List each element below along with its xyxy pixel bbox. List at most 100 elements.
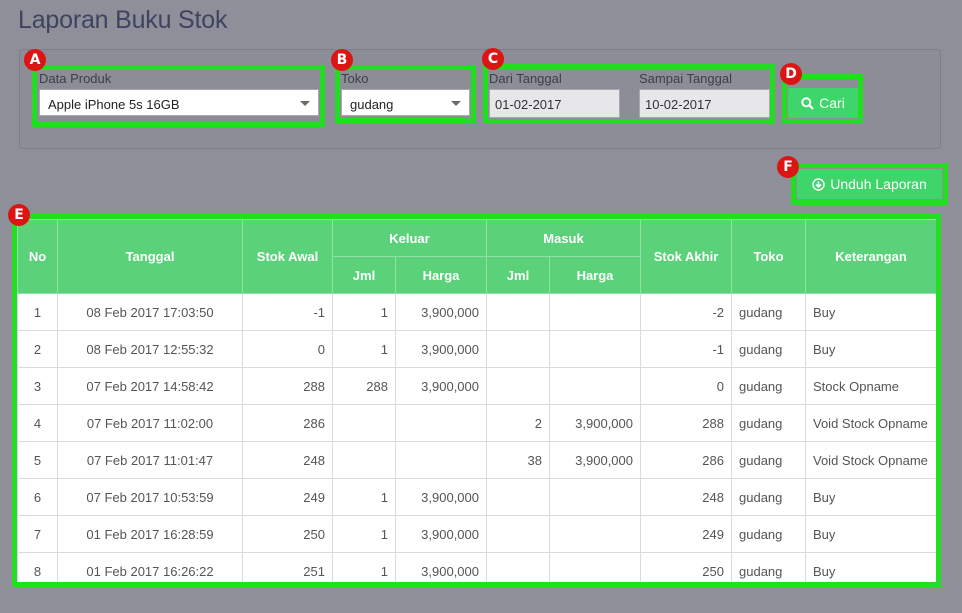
table-row: 3 07 Feb 2017 14:58:42 288 288 3,900,000 0 gud… bbox=[17, 367, 936, 405]
search-button[interactable]: Cari bbox=[788, 88, 858, 118]
header-out-price: Harga bbox=[395, 256, 487, 294]
row-store: gudang bbox=[731, 404, 806, 442]
row-in-qty bbox=[486, 293, 550, 331]
highlight-product bbox=[32, 65, 325, 127]
row-in-qty bbox=[486, 330, 550, 368]
row-date: 08 Feb 2017 12:55:32 bbox=[57, 330, 243, 368]
download-report-label: Unduh Laporan bbox=[830, 176, 927, 192]
row-out-price: 3,900,000 bbox=[395, 330, 487, 368]
row-store: gudang bbox=[731, 367, 806, 405]
row-start-stock: 250 bbox=[242, 515, 333, 553]
row-in-qty bbox=[486, 478, 550, 516]
header-no: No bbox=[17, 219, 58, 294]
row-start-stock: 288 bbox=[242, 367, 333, 405]
row-note: Buy bbox=[805, 552, 936, 582]
row-end-stock: 248 bbox=[640, 478, 732, 516]
row-no: 8 bbox=[17, 552, 58, 582]
row-start-stock: -1 bbox=[242, 293, 333, 331]
header-store: Toko bbox=[731, 219, 806, 294]
row-note: Buy bbox=[805, 293, 936, 331]
row-out-qty: 1 bbox=[332, 330, 396, 368]
table-body: 1 08 Feb 2017 17:03:50 -1 1 3,900,000 -2 gudan… bbox=[17, 293, 936, 582]
row-out-price bbox=[395, 404, 487, 442]
row-in-qty bbox=[486, 515, 550, 553]
row-no: 2 bbox=[17, 330, 58, 368]
search-icon bbox=[801, 96, 814, 110]
store-label: Toko bbox=[341, 71, 369, 86]
table-row: 5 07 Feb 2017 11:01:47 248 38 3,900,000 286 gu… bbox=[17, 441, 936, 479]
row-no: 6 bbox=[17, 478, 58, 516]
header-out: Keluar bbox=[332, 219, 487, 257]
row-no: 3 bbox=[17, 367, 58, 405]
stock-ledger-table-container: No Tanggal Stok Awal Keluar Masuk Stok A… bbox=[12, 214, 941, 587]
badge-e: E bbox=[8, 204, 30, 226]
to-date-label: Sampai Tanggal bbox=[639, 71, 732, 86]
row-note: Stock Opname bbox=[805, 367, 936, 405]
download-report-button[interactable]: Unduh Laporan bbox=[797, 169, 942, 199]
from-date-label: Dari Tanggal bbox=[489, 71, 562, 86]
row-date: 01 Feb 2017 16:28:59 bbox=[57, 515, 243, 553]
table-row: 1 08 Feb 2017 17:03:50 -1 1 3,900,000 -2 gudan… bbox=[17, 293, 936, 331]
row-no: 1 bbox=[17, 293, 58, 331]
highlight-date-range bbox=[483, 64, 775, 124]
row-in-price: 3,900,000 bbox=[549, 441, 641, 479]
header-end-stock: Stok Akhir bbox=[640, 219, 732, 294]
store-select-value: gudang bbox=[350, 97, 394, 112]
row-start-stock: 251 bbox=[242, 552, 333, 582]
row-note: Void Stock Opname bbox=[805, 441, 936, 479]
row-no: 7 bbox=[17, 515, 58, 553]
badge-f: F bbox=[777, 156, 799, 178]
row-no: 5 bbox=[17, 441, 58, 479]
badge-b: B bbox=[331, 49, 353, 71]
row-in-qty: 38 bbox=[486, 441, 550, 479]
download-icon bbox=[812, 177, 825, 191]
page-title: Laporan Buku Stok bbox=[18, 6, 228, 34]
row-note: Buy bbox=[805, 478, 936, 516]
row-note: Buy bbox=[805, 330, 936, 368]
chevron-down-icon bbox=[451, 101, 461, 106]
header-out-qty: Jml bbox=[332, 256, 396, 294]
row-note: Void Stock Opname bbox=[805, 404, 936, 442]
table-row: 4 07 Feb 2017 11:02:00 286 2 3,900,000 288 gud… bbox=[17, 404, 936, 442]
search-button-label: Cari bbox=[819, 95, 845, 111]
row-out-qty bbox=[332, 441, 396, 479]
product-label: Data Produk bbox=[39, 71, 112, 86]
row-in-price bbox=[549, 330, 641, 368]
row-start-stock: 0 bbox=[242, 330, 333, 368]
row-note: Buy bbox=[805, 515, 936, 553]
header-in: Masuk bbox=[486, 219, 641, 257]
row-date: 07 Feb 2017 11:02:00 bbox=[57, 404, 243, 442]
row-start-stock: 286 bbox=[242, 404, 333, 442]
row-store: gudang bbox=[731, 515, 806, 553]
row-start-stock: 249 bbox=[242, 478, 333, 516]
row-end-stock: 0 bbox=[640, 367, 732, 405]
row-in-price bbox=[549, 293, 641, 331]
header-start-stock: Stok Awal bbox=[242, 219, 333, 294]
row-store: gudang bbox=[731, 293, 806, 331]
row-in-price bbox=[549, 552, 641, 582]
row-in-price bbox=[549, 367, 641, 405]
row-in-qty: 2 bbox=[486, 404, 550, 442]
row-out-price: 3,900,000 bbox=[395, 552, 487, 582]
row-no: 4 bbox=[17, 404, 58, 442]
row-end-stock: 286 bbox=[640, 441, 732, 479]
row-end-stock: 288 bbox=[640, 404, 732, 442]
row-out-qty: 288 bbox=[332, 367, 396, 405]
row-in-price: 3,900,000 bbox=[549, 404, 641, 442]
row-end-stock: -1 bbox=[640, 330, 732, 368]
header-date: Tanggal bbox=[57, 219, 243, 294]
row-date: 07 Feb 2017 11:01:47 bbox=[57, 441, 243, 479]
table-row: 6 07 Feb 2017 10:53:59 249 1 3,900,000 248 gud… bbox=[17, 478, 936, 516]
row-end-stock: 250 bbox=[640, 552, 732, 582]
row-out-price: 3,900,000 bbox=[395, 478, 487, 516]
row-end-stock: 249 bbox=[640, 515, 732, 553]
row-out-qty: 1 bbox=[332, 515, 396, 553]
store-select[interactable]: gudang bbox=[341, 89, 470, 116]
to-date-input[interactable]: 10-02-2017 bbox=[639, 89, 770, 118]
product-select[interactable]: Apple iPhone 5s 16GB bbox=[39, 89, 319, 116]
row-out-qty: 1 bbox=[332, 552, 396, 582]
row-end-stock: -2 bbox=[640, 293, 732, 331]
from-date-input[interactable]: 01-02-2017 bbox=[489, 89, 620, 118]
highlight-download bbox=[791, 163, 948, 205]
stock-ledger-table: No Tanggal Stok Awal Keluar Masuk Stok A… bbox=[17, 219, 936, 582]
